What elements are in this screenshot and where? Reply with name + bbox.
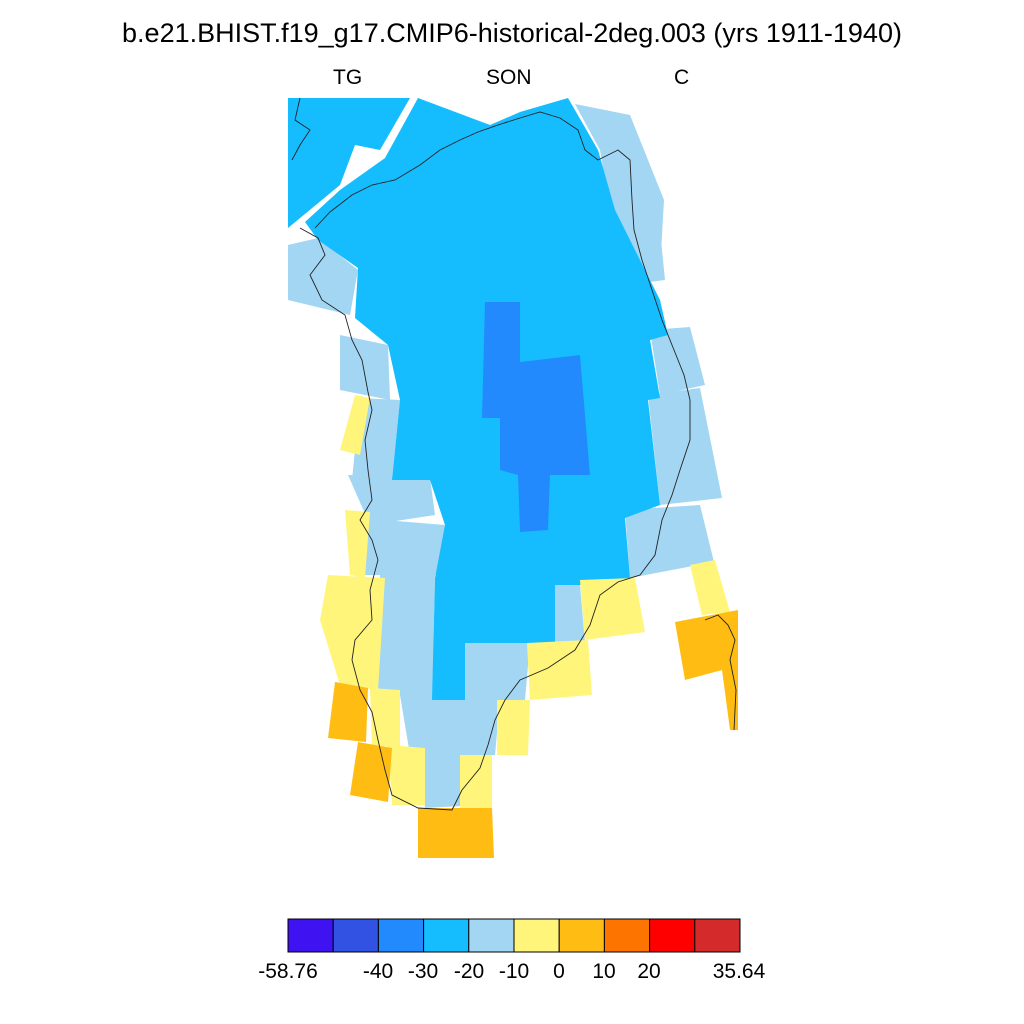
- cell: [388, 745, 425, 805]
- units-label: C: [674, 66, 690, 89]
- cell: [460, 755, 492, 810]
- colorbar-tick-label: 10: [592, 960, 616, 983]
- band-dark-blue: [482, 302, 590, 532]
- cell: [648, 388, 722, 505]
- cell: [465, 643, 530, 700]
- cell: [675, 610, 738, 730]
- colorbar-tick-label: 0: [553, 960, 565, 983]
- cell: [370, 688, 400, 748]
- cell: [288, 238, 358, 315]
- cell: [690, 560, 730, 615]
- cell: [575, 104, 664, 270]
- coastline: [291, 97, 691, 811]
- cell: [320, 575, 385, 690]
- cell: [482, 302, 590, 532]
- cell: [625, 505, 714, 578]
- cell: [650, 327, 705, 395]
- colorbar-tick-label: -40: [362, 960, 394, 983]
- colorbar-tick-label: -30: [407, 960, 439, 983]
- colorbar-tick-label: 35.64: [712, 960, 766, 983]
- cell: [328, 682, 368, 742]
- cell: [400, 695, 500, 755]
- cell: [497, 700, 530, 755]
- colorbar-tick-label: -10: [498, 960, 530, 983]
- colorbar-tick-label: 20: [637, 960, 661, 983]
- cell: [527, 640, 592, 700]
- variable-label: TG: [333, 66, 363, 89]
- colorbar-tick-label: -20: [453, 960, 485, 983]
- band-light-blue: [288, 104, 722, 808]
- cell: [420, 750, 460, 808]
- cell: [360, 518, 445, 575]
- colorbar-tick-label: -58.76: [258, 960, 318, 983]
- cell: [350, 742, 392, 802]
- coastline-east-island: [704, 614, 737, 731]
- band-orange: [328, 610, 738, 858]
- cell: [288, 98, 410, 228]
- cell: [555, 585, 585, 643]
- cell: [418, 808, 494, 858]
- cell: [370, 575, 435, 700]
- map-title: b.e21.BHIST.f19_g17.CMIP6-historical-2de…: [122, 18, 902, 48]
- cell: [340, 335, 390, 400]
- band-yellow: [320, 395, 730, 810]
- cell: [340, 395, 370, 455]
- season-label: SON: [486, 66, 532, 89]
- cell: [580, 578, 645, 640]
